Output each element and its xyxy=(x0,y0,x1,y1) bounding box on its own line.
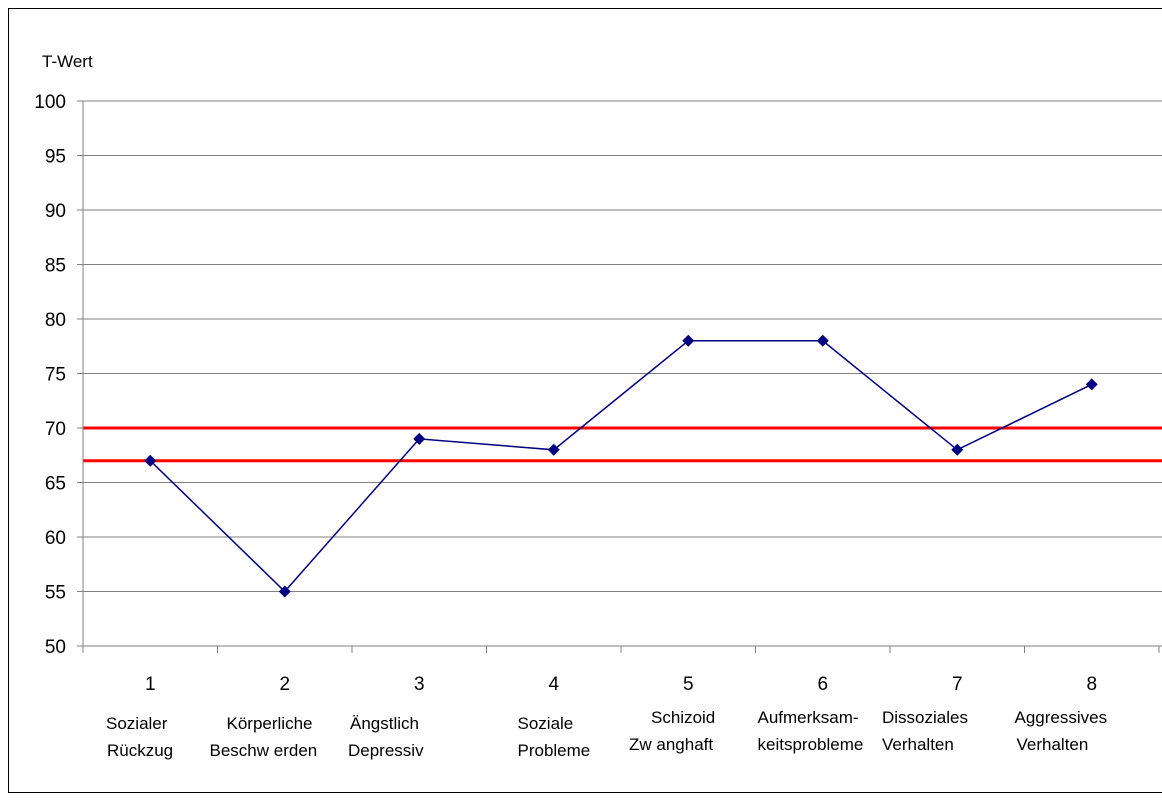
data-point-marker xyxy=(951,443,964,456)
y-tick-label: 95 xyxy=(45,147,66,168)
x-tick-label-line2: Beschw erden xyxy=(210,741,318,760)
x-tick-label-line2: Verhalten xyxy=(882,735,954,754)
x-tick-label-line1: Ängstlich xyxy=(350,714,419,733)
y-tick-label: 70 xyxy=(45,419,66,440)
series xyxy=(144,334,1098,598)
x-tick-label-number: 6 xyxy=(817,674,828,695)
axes xyxy=(77,100,1162,653)
data-point-marker xyxy=(682,334,695,347)
y-tick-label: 100 xyxy=(34,92,66,113)
x-tick-label-line1: Sozialer xyxy=(106,714,168,733)
x-tick-label-number: 5 xyxy=(683,674,694,695)
data-point-marker xyxy=(278,585,291,598)
x-tick-label-line1: Soziale xyxy=(518,714,574,733)
data-point-marker xyxy=(547,443,560,456)
data-point-marker xyxy=(144,454,157,467)
x-tick-label-number: 8 xyxy=(1086,674,1097,695)
x-tick-label-line1: Körperliche xyxy=(227,714,313,733)
x-tick-label-number: 3 xyxy=(414,674,425,695)
data-point-marker xyxy=(1085,378,1098,391)
y-tick-label: 90 xyxy=(45,201,66,222)
y-tick-label: 65 xyxy=(45,474,66,495)
x-tick-label-line2: Probleme xyxy=(518,741,591,760)
x-tick-label-line1: Aggressives xyxy=(1015,708,1108,727)
x-tick-label-line1: Schizoid xyxy=(651,708,715,727)
x-tick-label-line2: Zw anghaft xyxy=(629,735,713,754)
y-tick-label: 50 xyxy=(45,637,66,658)
x-tick-label-number: 2 xyxy=(279,674,290,695)
x-tick-label-line1: Dissoziales xyxy=(882,708,968,727)
chart-frame xyxy=(8,8,1162,793)
x-tick-label-number: 4 xyxy=(548,674,559,695)
reference-lines xyxy=(83,426,1162,463)
y-tick-label: 60 xyxy=(45,528,66,549)
series-line xyxy=(149,340,1093,593)
grid-lines xyxy=(83,100,1162,592)
x-tick-label-line2: Rückzug xyxy=(107,741,173,760)
y-tick-label: 85 xyxy=(45,256,66,277)
y-tick-labels: 50 55 60 65 70 75 80 85 90 95 100 xyxy=(34,92,66,658)
data-point-marker xyxy=(816,334,829,347)
y-axis-label: T-Wert xyxy=(42,52,93,71)
y-tick-label: 55 xyxy=(45,583,66,604)
x-tick-label-line2: Depressiv xyxy=(348,741,424,760)
y-tick-label: 80 xyxy=(45,310,66,331)
x-tick-label-line2: Verhalten xyxy=(1017,735,1089,754)
y-tick-label: 75 xyxy=(45,365,66,386)
x-tick-labels: 1 Sozialer Rückzug 2 Körperliche Beschw erden… xyxy=(106,674,1107,760)
x-tick-label-line1: Aufmerksam- xyxy=(758,708,859,727)
x-tick-label-number: 1 xyxy=(145,674,156,695)
data-point-marker xyxy=(413,432,426,445)
x-tick-label-line2: keitsprobleme xyxy=(758,735,864,754)
x-tick-label-number: 7 xyxy=(952,674,963,695)
